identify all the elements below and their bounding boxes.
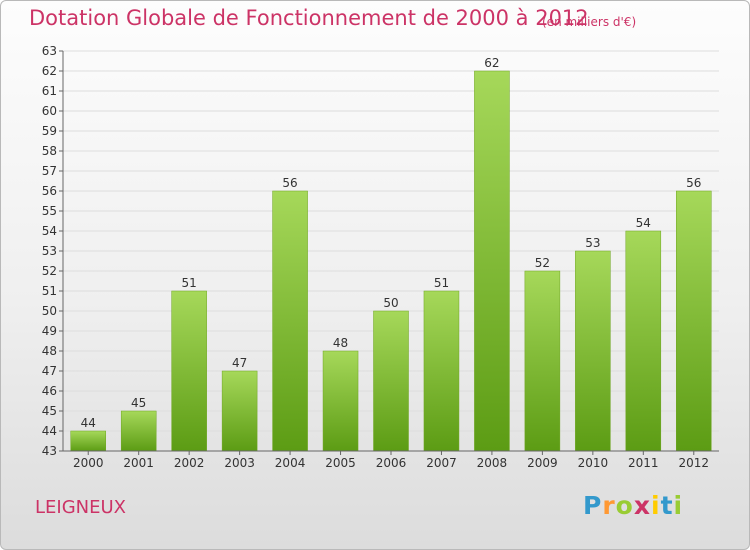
bar-2005	[322, 350, 359, 452]
x-tick-label: 2008	[477, 456, 508, 470]
bar-2006	[373, 310, 409, 452]
data-label-2011: 54	[636, 216, 651, 230]
y-axis-ticks: 43 44 45 46 47 48 49 50 51 52 53 54 55 56 57 58 59 60 61 62…	[42, 44, 63, 458]
logo-letter: i	[673, 491, 684, 520]
bars	[70, 70, 712, 452]
y-tick-label: 46	[42, 384, 57, 398]
data-label-2010: 53	[585, 236, 600, 250]
logo-letter: i	[651, 491, 661, 520]
data-label-2005: 48	[333, 336, 348, 350]
bar-2002	[171, 290, 207, 452]
y-tick-label: 57	[42, 164, 57, 178]
logo-letter: t	[660, 491, 674, 520]
data-label-2007: 51	[434, 276, 449, 290]
x-tick-label: 2012	[678, 456, 709, 470]
y-tick-label: 51	[42, 284, 57, 298]
y-tick-label: 58	[42, 144, 57, 158]
y-tick-label: 44	[42, 424, 57, 438]
bar-2008	[474, 70, 510, 452]
logo-letter: x	[633, 491, 651, 520]
y-tick-label: 55	[42, 204, 57, 218]
y-tick-label: 61	[42, 84, 57, 98]
x-tick-label: 2004	[275, 456, 306, 470]
y-tick-label: 47	[42, 364, 57, 378]
y-tick-label: 52	[42, 264, 57, 278]
y-tick-label: 48	[42, 344, 57, 358]
x-tick-label: 2010	[578, 456, 609, 470]
y-tick-label: 43	[42, 444, 57, 458]
y-tick-label: 63	[42, 44, 57, 58]
x-tick-label: 2007	[426, 456, 457, 470]
y-tick-label: 50	[42, 304, 57, 318]
logo-letter: r	[602, 491, 616, 520]
y-tick-label: 53	[42, 244, 57, 258]
data-label-2009: 52	[535, 256, 550, 270]
data-label-2012: 56	[686, 176, 701, 190]
x-tick-label: 2011	[628, 456, 659, 470]
x-tick-label: 2000	[73, 456, 104, 470]
proxiti-logo: Proxiti	[583, 491, 683, 520]
chart-title: Dotation Globale de Fonctionnement de 20…	[29, 6, 589, 30]
bar-2011	[625, 230, 662, 452]
data-label-2004: 56	[282, 176, 297, 190]
data-label-2000: 44	[81, 416, 96, 430]
bar-2000	[70, 430, 106, 452]
bar-2001	[120, 410, 157, 452]
x-tick-label: 2002	[174, 456, 205, 470]
data-label-2003: 47	[232, 356, 247, 370]
bar-2012	[676, 190, 712, 452]
x-tick-label: 2005	[325, 456, 356, 470]
chart-subtitle: (en milliers d'€)	[542, 15, 637, 29]
y-tick-label: 62	[42, 64, 57, 78]
bar-2009	[524, 270, 561, 452]
x-tick-label: 2006	[376, 456, 407, 470]
y-tick-label: 59	[42, 124, 57, 138]
x-tick-label: 2009	[527, 456, 558, 470]
logo-letter: P	[583, 491, 603, 520]
x-tick-label: 2001	[123, 456, 154, 470]
commune-name: LEIGNEUX	[35, 497, 127, 518]
data-label-2006: 50	[383, 296, 398, 310]
y-tick-label: 49	[42, 324, 57, 338]
x-axis-ticks: 2000 2001 2002 2003 2004 2005 2006 2007 2008 2009…	[73, 451, 709, 470]
data-label-2008: 62	[484, 56, 499, 70]
x-tick-label: 2003	[224, 456, 255, 470]
bar-2010	[575, 250, 611, 452]
data-labels: 44 45 51 47 56 48 50 51 62 52 53 54 56	[81, 56, 702, 430]
y-tick-label: 45	[42, 404, 57, 418]
bar-2004	[272, 190, 308, 452]
data-label-2001: 45	[131, 396, 146, 410]
bar-2007	[423, 290, 460, 452]
bar-2003	[221, 370, 258, 452]
y-tick-label: 60	[42, 104, 57, 118]
y-tick-label: 54	[42, 224, 57, 238]
data-label-2002: 51	[182, 276, 197, 290]
y-tick-label: 56	[42, 184, 57, 198]
logo-letter: o	[615, 491, 634, 520]
